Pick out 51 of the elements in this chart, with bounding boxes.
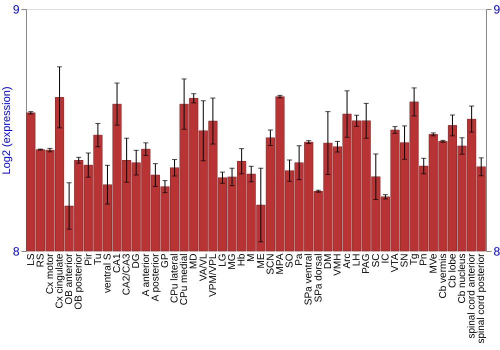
x-tick-label: Pa <box>294 253 306 266</box>
x-tick-label: A posterior <box>150 252 162 302</box>
x-tick-label: Cb nucleus <box>457 254 468 304</box>
x-tick-label: SCN <box>265 254 276 275</box>
x-tick-label: LH <box>352 254 363 266</box>
x-tick-label: CPu medial <box>179 254 190 306</box>
x-tick-label: VMH <box>332 254 344 276</box>
x-tick-label: VA/VL <box>198 253 210 282</box>
x-tick-label: SPa dorsal <box>313 254 324 302</box>
x-tick-label: SC <box>370 254 382 268</box>
y2-tick-label: 9 <box>494 2 500 16</box>
x-tick-label: Tu <box>92 254 104 265</box>
x-tick-label: VPM/VPL <box>208 253 219 297</box>
x-tick-label: LS <box>26 253 37 266</box>
y-axis-title: Log2 (expression) <box>0 86 13 175</box>
x-tick-label: Pir <box>83 252 94 266</box>
x-tick-label: Pn <box>418 254 430 266</box>
x-tick-label: ME <box>256 253 267 268</box>
x-tick-label: MD <box>188 254 200 270</box>
x-tick-label: Arc <box>342 254 354 268</box>
x-tick-label: IC <box>380 254 392 264</box>
x-tick-label: Tg <box>409 254 420 266</box>
x-tick-label: DM <box>322 254 334 270</box>
x-tick-label: SN <box>400 254 411 268</box>
x-tick-label: OB anterior <box>64 252 76 305</box>
x-tick-label: LG <box>217 253 228 267</box>
x-tick-label: spinal cord posterior <box>476 252 488 344</box>
x-tick-label: ventral S <box>102 253 114 293</box>
x-tick-label: spinal cord anterior <box>466 252 478 339</box>
x-tick-label: RS <box>35 253 46 268</box>
x-tick-label: CPu lateral <box>170 254 181 303</box>
x-tick-label: CA2/CA3 <box>122 253 133 296</box>
x-tick-label: MG <box>227 253 238 270</box>
x-tick-label: SPa ventral <box>304 254 315 306</box>
x-tick-label: PAG <box>361 253 372 274</box>
x-tick-label: SO <box>284 253 296 268</box>
x-tick-label: VTA <box>390 253 401 272</box>
x-tick-label: A anterior <box>140 252 152 296</box>
x-tick-label: CA1 <box>112 253 124 273</box>
y2-tick-label: 8 <box>494 244 500 258</box>
x-tick-label: Hb <box>236 253 248 266</box>
x-tick-label: Cb lobe <box>447 253 458 288</box>
x-tick-label: Cx motor <box>44 252 56 294</box>
x-tick-label: DG <box>131 253 142 268</box>
x-tick-label: GP <box>160 253 171 268</box>
x-tick-label: Cx cingulate <box>54 253 66 309</box>
x-tick-label: OB posterior <box>74 252 85 310</box>
x-tick-label: M <box>246 254 258 262</box>
x-tick-label: Cb vermis <box>438 254 449 299</box>
x-tick-label: MVe <box>428 253 440 274</box>
x-tick-label: MPA <box>274 253 286 274</box>
